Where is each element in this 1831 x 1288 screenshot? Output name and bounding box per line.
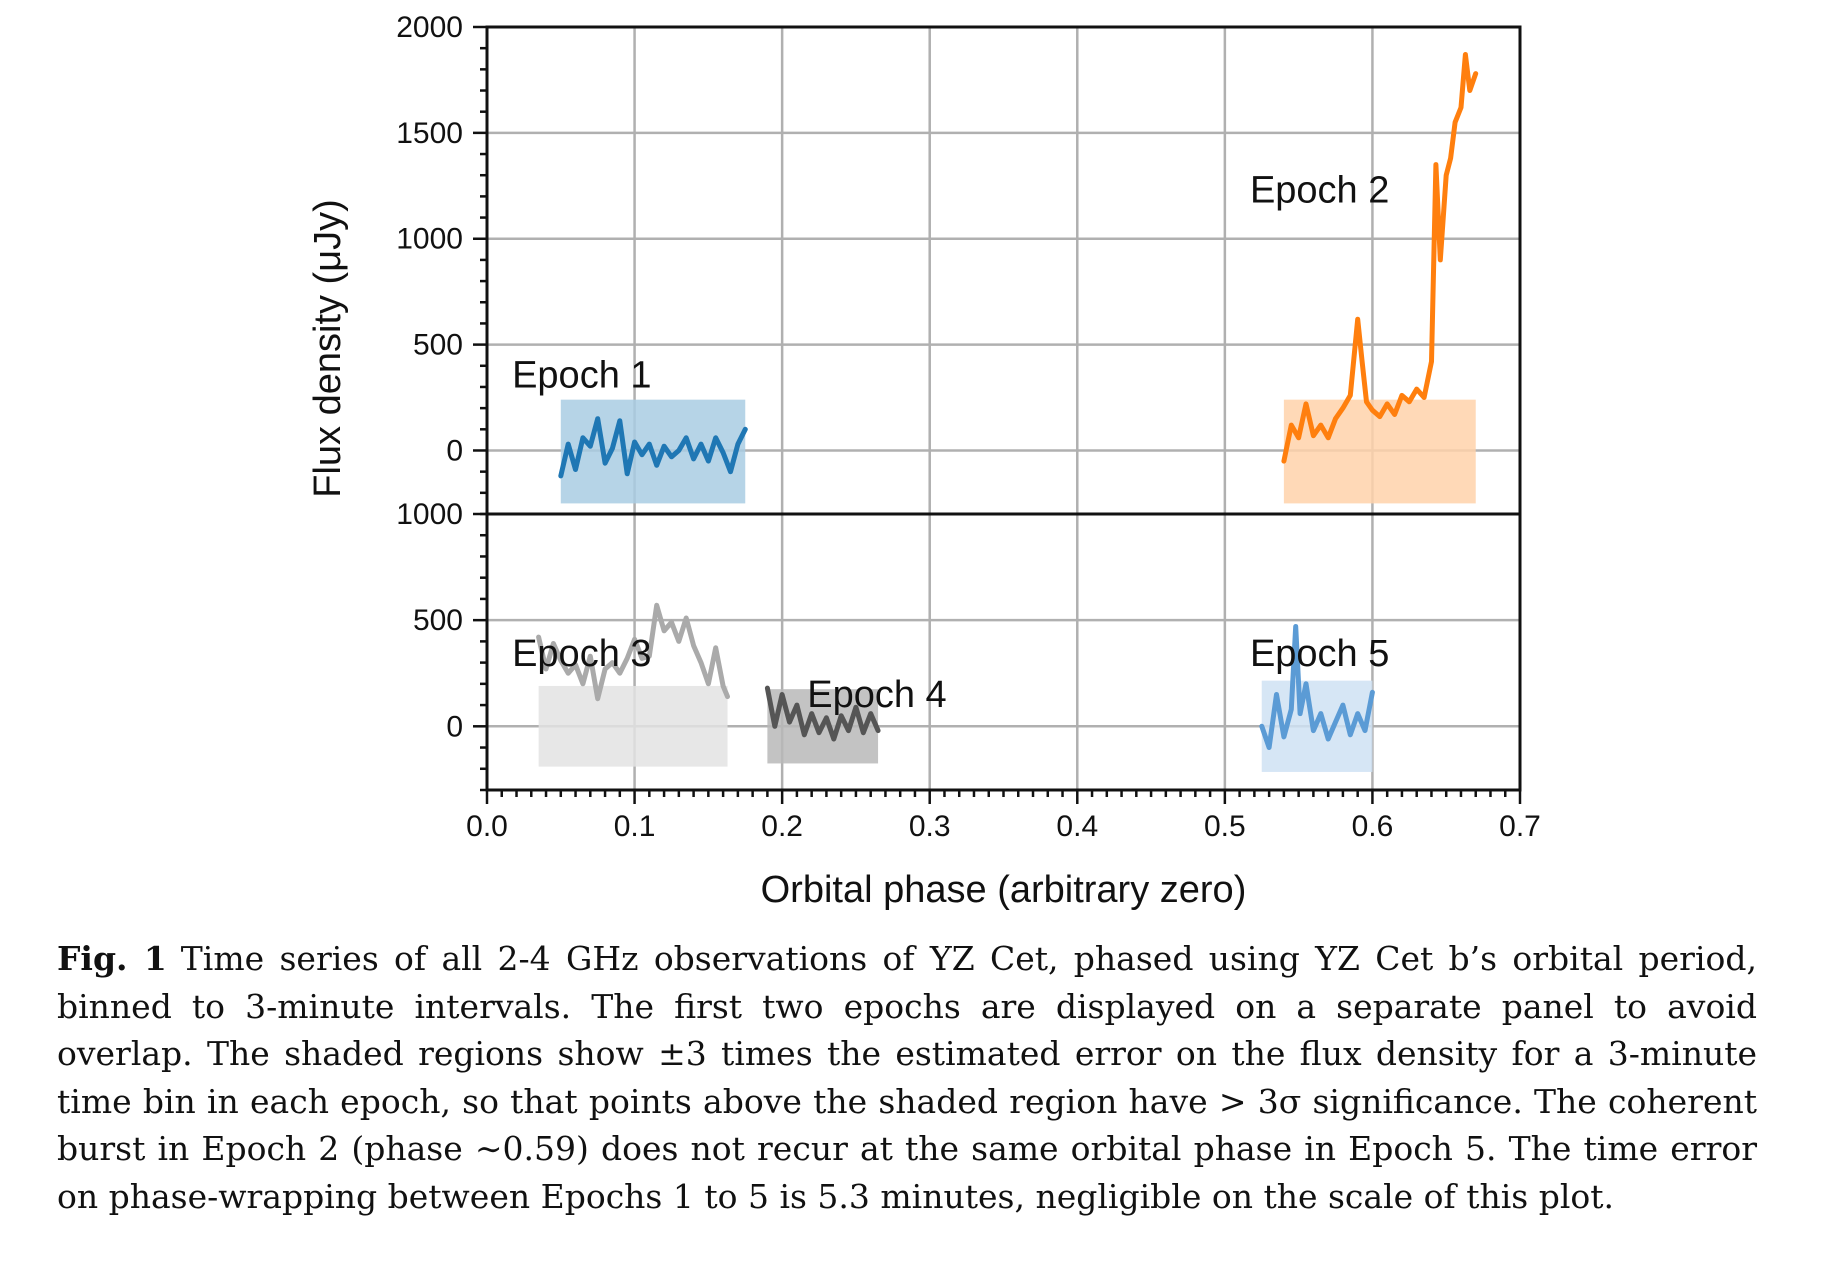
series-line-epoch-5	[1259, 624, 1375, 750]
y-tick-label: 1000	[396, 498, 463, 531]
series-label-epoch-1: Epoch 1	[512, 354, 651, 396]
x-tick-label: 0.0	[466, 810, 508, 843]
x-tick-label: 0.3	[909, 810, 951, 843]
figure-caption: Fig. 1 Time series of all 2-4 GHz observa…	[57, 935, 1757, 1220]
x-axis-title: Orbital phase (arbitrary zero)	[761, 869, 1247, 911]
series-label-epoch-5: Epoch 5	[1250, 633, 1389, 675]
figure: Epoch 1 Epoch 2 0 500 1000 1500 2000 Epoch 3 Epo…	[307, 11, 1541, 911]
series-label-epoch-4: Epoch 4	[807, 674, 946, 716]
error-band-epoch-3	[538, 685, 728, 767]
y-tick-label: 1500	[396, 117, 463, 150]
series-line-epoch-3	[536, 602, 730, 702]
x-tick-label: 0.6	[1352, 810, 1394, 843]
series-label-epoch-3: Epoch 3	[512, 633, 651, 675]
y-tick-label: 0	[446, 710, 463, 743]
caption-label: Fig. 1	[57, 939, 167, 978]
caption-text: Time series of all 2-4 GHz observations …	[57, 939, 1757, 1216]
y-tick-label: 500	[413, 329, 463, 362]
y-tick-label: 1000	[396, 223, 463, 256]
x-tick-label: 0.5	[1204, 810, 1246, 843]
series-line-epoch-1	[558, 416, 748, 479]
series-line-epoch-2	[1281, 52, 1479, 464]
series-label-epoch-2: Epoch 2	[1250, 169, 1389, 211]
series-line-epoch-4	[764, 685, 881, 742]
x-tick-label: 0.4	[1056, 810, 1098, 843]
y-tick-label: 2000	[396, 11, 463, 44]
y-tick-label: 0	[446, 434, 463, 467]
x-tick-label: 0.1	[614, 810, 656, 843]
x-tick-label: 0.7	[1499, 810, 1541, 843]
x-tick-label: 0.2	[761, 810, 803, 843]
y-tick-label: 500	[413, 604, 463, 637]
y-axis-title: Flux density (μJy)	[307, 199, 349, 498]
